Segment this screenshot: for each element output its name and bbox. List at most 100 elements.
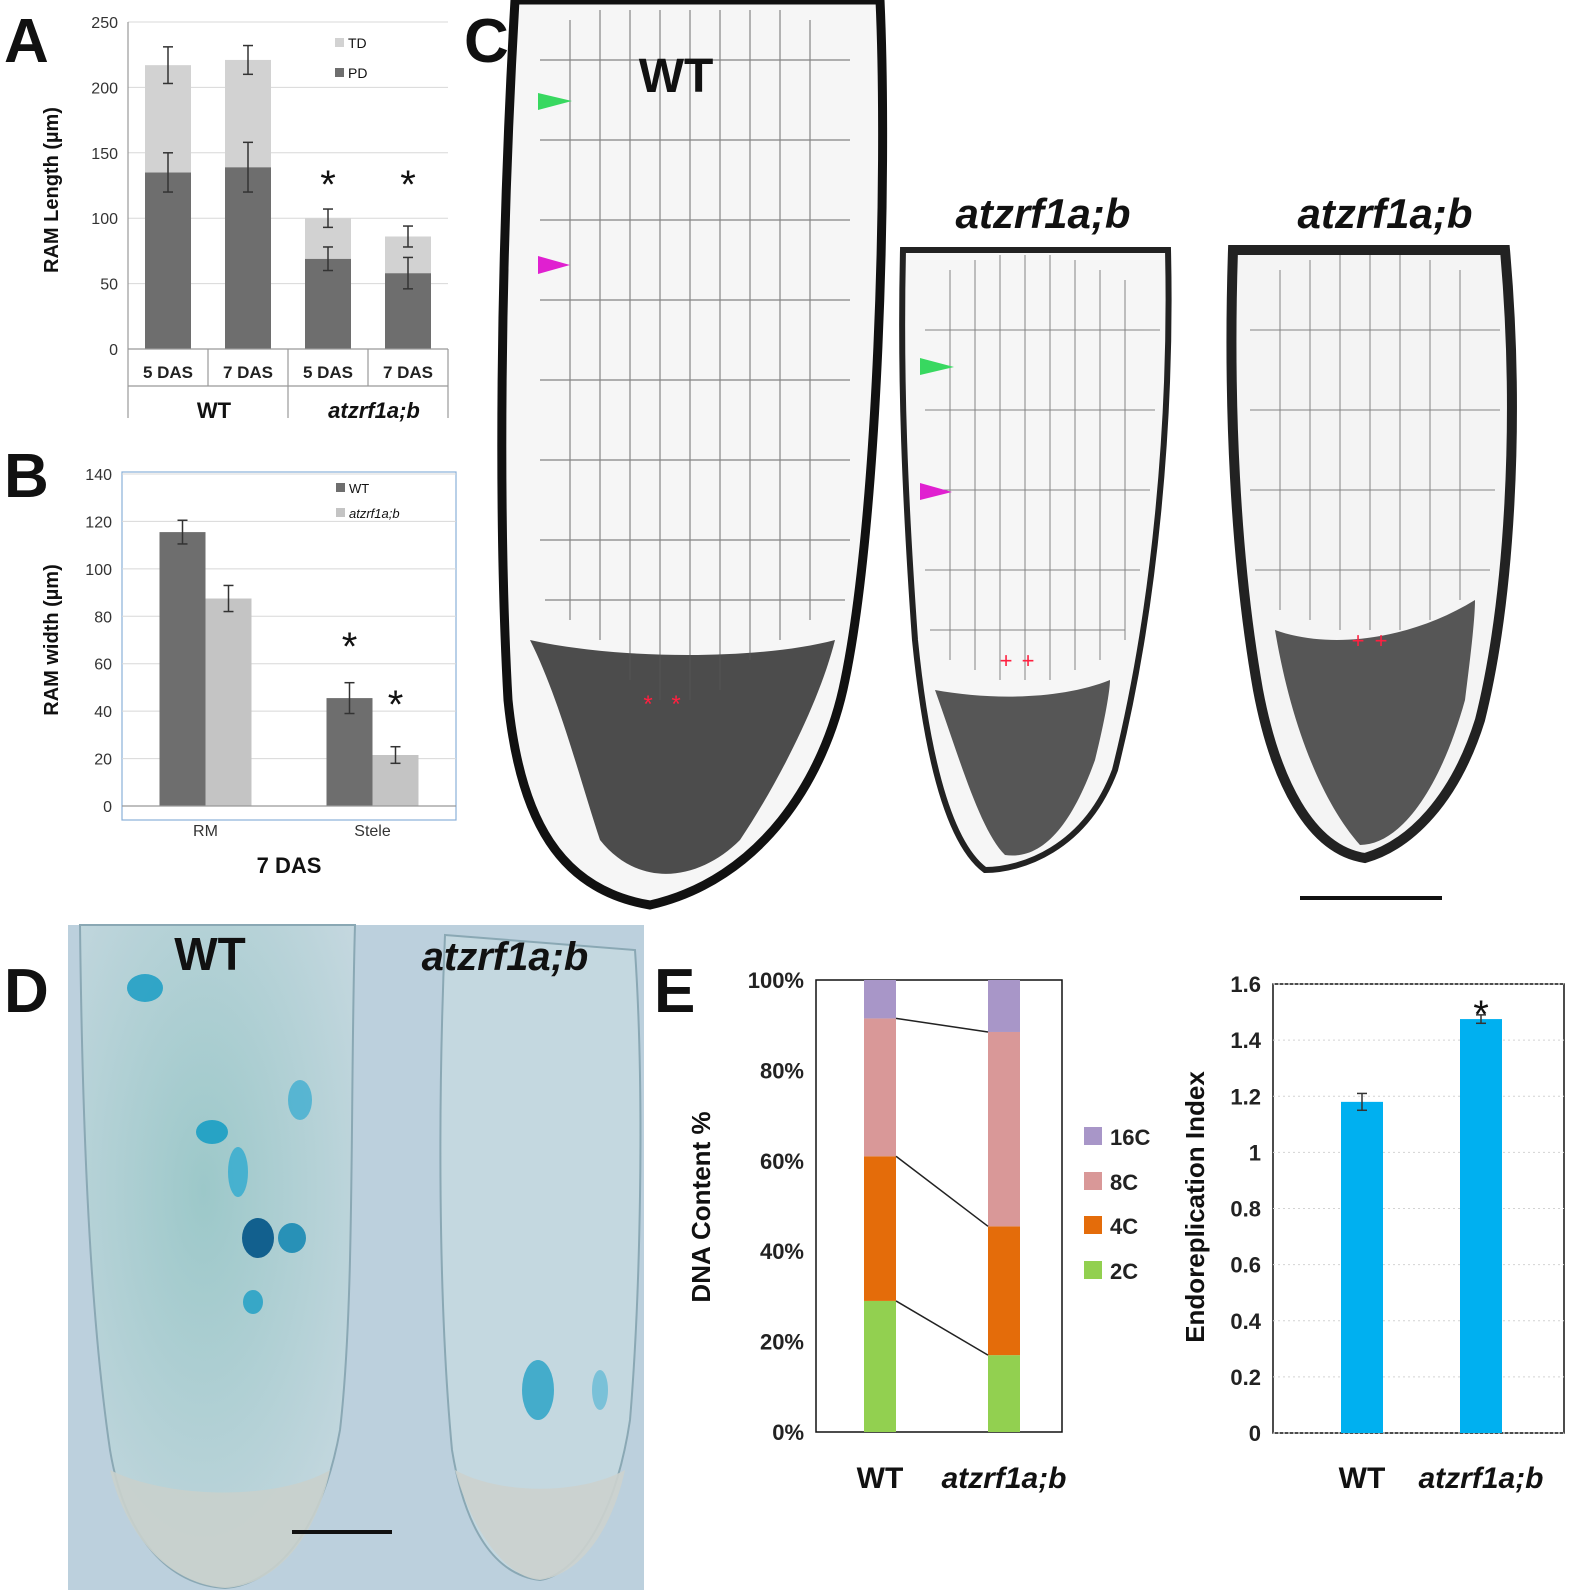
gus-spot-6 [288,1080,312,1120]
chart-b-legend-swatch-mutant [336,508,345,517]
chart-e-left-connector-2 [895,1017,989,1033]
gus-label-mutant: atzrf1a;b [422,935,589,979]
chart-a-ytick-5: 250 [91,15,118,32]
chart-a-ytick-3: 150 [91,146,118,163]
chart-e-dna-content: 0% 20% 40% 60% 80% 100% WT atzrf1a;b DNA Conten… [686,968,1150,1495]
chart-b-legend-wt: WT [349,481,369,496]
gus-label-wt: WT [174,928,246,980]
chart-a-group-mutant: atzrf1a;b [328,398,420,423]
chart-e-endoreplication: * 0 0.2 0.4 0.6 0.8 1 1.2 1.4 1.6 WT atzrf1a;b End… [1180,972,1565,1495]
chart-a-legend-swatch-pd [335,68,344,77]
chart-e-left-ytick-5: 100% [748,968,804,993]
chart-e-right-xtick-0: WT [1339,1462,1386,1495]
root-image-wt: * * WT [497,0,888,910]
chart-b-ytick-1: 20 [94,752,112,769]
chart-a-group-wt: WT [197,398,232,423]
panel-letter-e: E [654,957,695,1026]
chart-e-right-ytick-3: 0.6 [1230,1253,1261,1278]
root-image-mutant-1: + + atzrf1a;b [899,190,1172,874]
mutant2-plus-1: + [1352,628,1365,653]
chart-b-ytick-5: 100 [85,562,112,579]
chart-e-right-significance: * [1473,993,1489,1037]
chart-b-bar-1-0 [205,598,252,806]
panel-c-root-images: * * WT + + atzrf1a;b [497,0,1517,910]
chart-b-ytick-2: 40 [94,704,112,721]
chart-e-left-legend-swatch-8C [1084,1172,1102,1190]
chart-e-right-ytick-1: 0.2 [1230,1365,1261,1390]
chart-e-left-legend-16C: 16C [1110,1125,1150,1150]
chart-e-left-bar-16C-0 [864,980,896,1019]
chart-e-left-legend-swatch-2C [1084,1261,1102,1279]
chart-a-bar-pd-2 [305,258,351,349]
gus-spot-5 [278,1223,306,1253]
mutant-green-arrowhead [920,358,954,375]
chart-e-right-ytick-4: 0.8 [1230,1197,1261,1222]
panel-d-gus-images: WT atzrf1a;b [68,924,644,1590]
chart-e-left-bars [864,980,1020,1432]
chart-e-right-ytick-5: 1 [1249,1140,1261,1165]
chart-e-left-bar-8C-0 [864,1018,896,1157]
chart-b-bar-0-0 [159,532,206,806]
chart-e-right-ytick-6: 1.2 [1230,1084,1261,1109]
chart-b-ytick-6: 120 [85,514,112,531]
chart-a-xtick-3: 7 DAS [383,363,433,382]
chart-e-left-ytick-1: 20% [760,1330,804,1355]
chart-e-left-xtick-0: WT [857,1462,904,1495]
chart-e-left-ytick-3: 60% [760,1149,804,1174]
chart-a-significance-0: * [320,163,336,207]
chart-a-xtick-2: 5 DAS [303,363,353,382]
gus-spot-2 [196,1120,228,1144]
wt-green-arrowhead [538,93,572,110]
chart-b-legend-swatch-wt [336,483,345,492]
chart-b-ytick-4: 80 [94,609,112,626]
chart-e-left-ytick-2: 40% [760,1239,804,1264]
chart-b-ytick-7: 140 [85,467,112,484]
chart-b-ytick-0: 0 [103,799,112,816]
mutant1-plus-2: + [1022,648,1035,673]
chart-b-xtick-1: Stele [354,823,391,840]
chart-b-bar-0-1 [326,698,373,806]
wt-qc-star-2: * [671,691,680,718]
chart-e-left-legend: 16C 8C 4C 2C [1084,1125,1150,1284]
chart-e-right-ytick-8: 1.6 [1230,972,1261,997]
chart-a-bars: * * [145,44,431,349]
chart-a-xtick-1: 7 DAS [223,363,273,382]
chart-e-left-ytick-0: 0% [772,1420,804,1445]
root-image-mutant-2: + + atzrf1a;b [1226,190,1517,864]
chart-e-left-frame [815,979,1063,1433]
chart-b-significance-1: * [388,683,404,727]
chart-a-ytick-1: 50 [100,277,118,294]
chart-e-left-connector-0 [895,1300,989,1356]
chart-e-left-legend-4C: 4C [1110,1214,1138,1239]
chart-e-left-bar-4C-0 [864,1156,896,1301]
chart-a-bar-pd-0 [145,172,191,349]
chart-b-axes: 0 20 40 60 80 100 120 140 RM Stele [85,467,456,840]
chart-e-left-legend-swatch-4C [1084,1216,1102,1234]
chart-e-left-ylabel: DNA Content % [686,1111,716,1302]
chart-e-left-legend-8C: 8C [1110,1170,1138,1195]
chart-e-right-bars: * [1341,993,1502,1433]
chart-e-left-xtick-1: atzrf1a;b [941,1462,1066,1495]
wt-magenta-arrowhead [538,256,570,274]
chart-a-axes: 0 50 100 150 200 250 5 DAS 7 DAS 5 DAS 7 DAS [91,15,449,418]
chart-a-xtick-0: 5 DAS [143,363,193,382]
chart-a-legend-swatch-td [335,38,344,47]
chart-e-left-ytick-4: 80% [760,1058,804,1083]
gus-spot-3 [228,1147,248,1197]
root-label-mutant-2: atzrf1a;b [1297,190,1472,237]
chart-a-ytick-0: 0 [109,342,118,359]
gus-spot-4 [242,1218,274,1258]
chart-e-right-ylabel: Endoreplication Index [1180,1071,1210,1343]
chart-b-frame [121,471,457,821]
chart-a-legend-pd: PD [348,65,367,81]
chart-b-xlabel: 7 DAS [257,853,322,878]
chart-e-left-legend-2C: 2C [1110,1259,1138,1284]
panel-letter-a: A [4,7,49,76]
chart-e-left-bar-2C-0 [864,1300,896,1432]
chart-e-left-axes: 0% 20% 40% 60% 80% 100% WT atzrf1a;b [748,968,1067,1495]
chart-b-bars: ** [159,519,419,806]
chart-a-legend: TD PD [335,35,367,81]
panel-letter-b: B [4,442,49,511]
